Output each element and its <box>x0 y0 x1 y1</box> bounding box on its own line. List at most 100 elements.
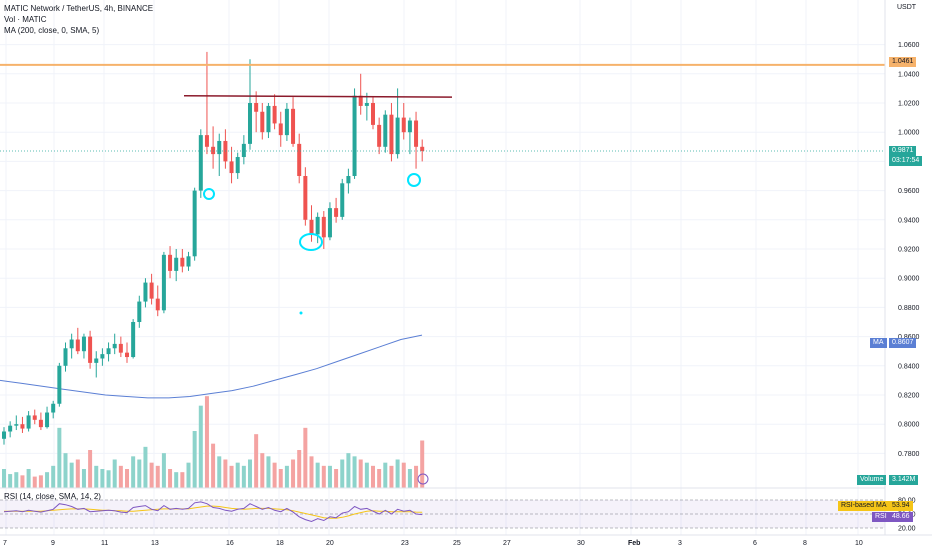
volume-bar <box>248 459 252 488</box>
candle-body <box>414 120 419 147</box>
volume-bar <box>20 475 25 488</box>
candle-body <box>420 146 425 152</box>
candle-body <box>235 157 240 174</box>
candle-body <box>63 348 68 366</box>
legend-title: MATIC Network / TetherUS, 4h, BINANCE <box>4 4 154 13</box>
candle-body <box>401 117 406 133</box>
volume-bar <box>192 431 197 488</box>
candle-body <box>291 108 296 144</box>
volume-bar <box>168 469 173 488</box>
candle-body <box>266 105 271 133</box>
legend-volume: Vol · MATIC <box>4 15 47 24</box>
candle-body <box>88 336 93 363</box>
candle-body <box>315 216 320 235</box>
candle-body <box>125 352 129 358</box>
volume-bar <box>38 475 43 488</box>
price-tick-label: 0.7800 <box>898 451 920 458</box>
volume-bar <box>414 465 419 488</box>
time-tick-label: 13 <box>151 540 159 547</box>
candle-body <box>340 183 345 217</box>
time-tick-label: 11 <box>101 540 108 547</box>
price-tick-label: 0.8000 <box>898 422 920 429</box>
candle-body <box>407 120 412 133</box>
rsi-line <box>3 501 423 523</box>
rsi-ma-label-tag: RSI-based MA <box>838 501 890 511</box>
volume-bar <box>395 459 400 488</box>
candles <box>2 51 425 445</box>
candle-body <box>303 176 308 220</box>
price-tick-label: 0.9200 <box>898 247 920 254</box>
volume-bar <box>260 453 265 488</box>
volume-bar <box>149 462 154 488</box>
drawings <box>0 63 885 485</box>
volume-bar <box>63 453 68 488</box>
candle-body <box>284 108 289 136</box>
time-tick-label: Feb <box>628 540 640 547</box>
last-price-tag: 0.9871 <box>889 146 917 156</box>
volume-bar <box>217 456 222 488</box>
candle-body <box>106 348 111 355</box>
volume-bar <box>352 456 357 488</box>
legend-ma: MA (200, close, 0, SMA, 5) <box>4 26 100 35</box>
rsi-pane <box>0 499 885 529</box>
candle-body <box>149 282 154 299</box>
volume-bar <box>125 469 129 488</box>
candle-body <box>94 358 99 363</box>
time-tick-label: 20 <box>326 540 334 547</box>
candle-body <box>131 322 136 358</box>
volume-bar <box>309 456 314 488</box>
price-tick-label: 1.0400 <box>898 71 920 78</box>
annotation-dot <box>299 311 303 315</box>
volume-bar <box>272 462 277 488</box>
volume-bar <box>371 465 375 488</box>
candle-body <box>118 343 123 353</box>
volume-bar <box>346 453 351 488</box>
volume-bar <box>358 459 363 488</box>
resistance-price-tag: 1.0461 <box>889 57 917 67</box>
rsi-label-tag: RSI <box>872 512 890 522</box>
volume-bar <box>45 472 50 488</box>
volume-bar <box>407 469 412 488</box>
volume-bar <box>340 459 345 488</box>
volume-bar <box>94 465 99 488</box>
volume-bar <box>291 459 296 488</box>
volume-bar <box>327 465 332 488</box>
candle-body <box>69 339 74 349</box>
volume-value-tag: 3.142M <box>889 475 919 485</box>
candle-body <box>8 425 13 432</box>
volume-bar <box>81 469 86 488</box>
volume-bar <box>180 472 185 488</box>
trendline <box>183 94 453 98</box>
volume-bar <box>69 462 74 488</box>
candle-body <box>272 105 277 124</box>
volume-bar <box>32 476 37 488</box>
volume-bar <box>235 462 240 488</box>
candle-body <box>81 336 86 352</box>
candle-body <box>168 254 173 271</box>
volume-bar <box>198 405 203 488</box>
price-tick-label: 0.9000 <box>898 276 920 283</box>
candle-body <box>161 254 166 311</box>
candle-body <box>38 419 43 428</box>
volume-bar <box>57 427 62 488</box>
volume-bar <box>377 469 382 488</box>
candle-body <box>186 256 191 267</box>
volume-bar <box>112 459 117 488</box>
moving-average <box>0 334 423 399</box>
volume-bar <box>223 459 228 488</box>
candle-body <box>204 135 209 147</box>
ma-line <box>0 334 423 399</box>
candle-body <box>260 111 265 133</box>
volume-bar <box>364 462 369 488</box>
time-tick-label: 27 <box>503 540 511 547</box>
candle-body <box>20 424 25 429</box>
volume-bar <box>321 465 326 488</box>
rsi-ma-value-tag: 53.94 <box>889 501 913 511</box>
volume-bar <box>389 465 394 488</box>
rsi-ma-line <box>4 505 423 519</box>
volume-bar <box>401 462 406 488</box>
bolt-icon <box>417 473 429 485</box>
candle-body <box>241 143 246 158</box>
